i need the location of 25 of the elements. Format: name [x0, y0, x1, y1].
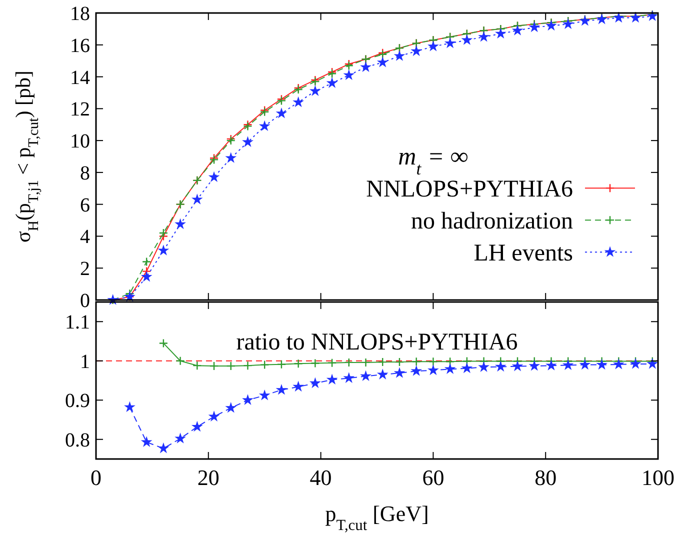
y-tick-label: 18: [70, 3, 90, 25]
y-tick-label: 6: [80, 194, 90, 216]
y-tick-label: 1.1: [65, 312, 90, 334]
y-tick-label: 4: [80, 226, 90, 248]
x-tick-label: 80: [534, 465, 557, 490]
x-tick-label: 100: [642, 465, 674, 490]
x-tick-label: 60: [422, 465, 444, 490]
y-tick-label: 14: [70, 66, 90, 89]
annotation: m$_{t}$ = ∞: [398, 144, 468, 178]
y-tick-label: 0: [80, 290, 90, 312]
y-tick-label: 0.9: [65, 390, 90, 412]
x-axis-title: p$_{T,cut}$ [GeV]: [325, 501, 429, 534]
y-tick-label: 16: [70, 34, 90, 57]
y-tick-label: 12: [70, 98, 90, 121]
x-tick-label: 40: [310, 465, 332, 490]
annotation: ratio to NNLOPS+PYTHIA6: [236, 329, 518, 356]
y-tick-label: 10: [70, 130, 90, 153]
y-tick-label: 1: [80, 350, 90, 373]
y-tick-label: 8: [80, 162, 90, 184]
x-tick-label: 20: [197, 465, 220, 490]
legend-label: NNLOPS+PYTHIA6: [366, 176, 573, 202]
y-tick-label: 2: [80, 258, 90, 280]
legend-label: LH events: [474, 240, 573, 266]
y-tick-label: 0.8: [65, 429, 90, 452]
legend-label: no hadronization: [411, 208, 573, 234]
